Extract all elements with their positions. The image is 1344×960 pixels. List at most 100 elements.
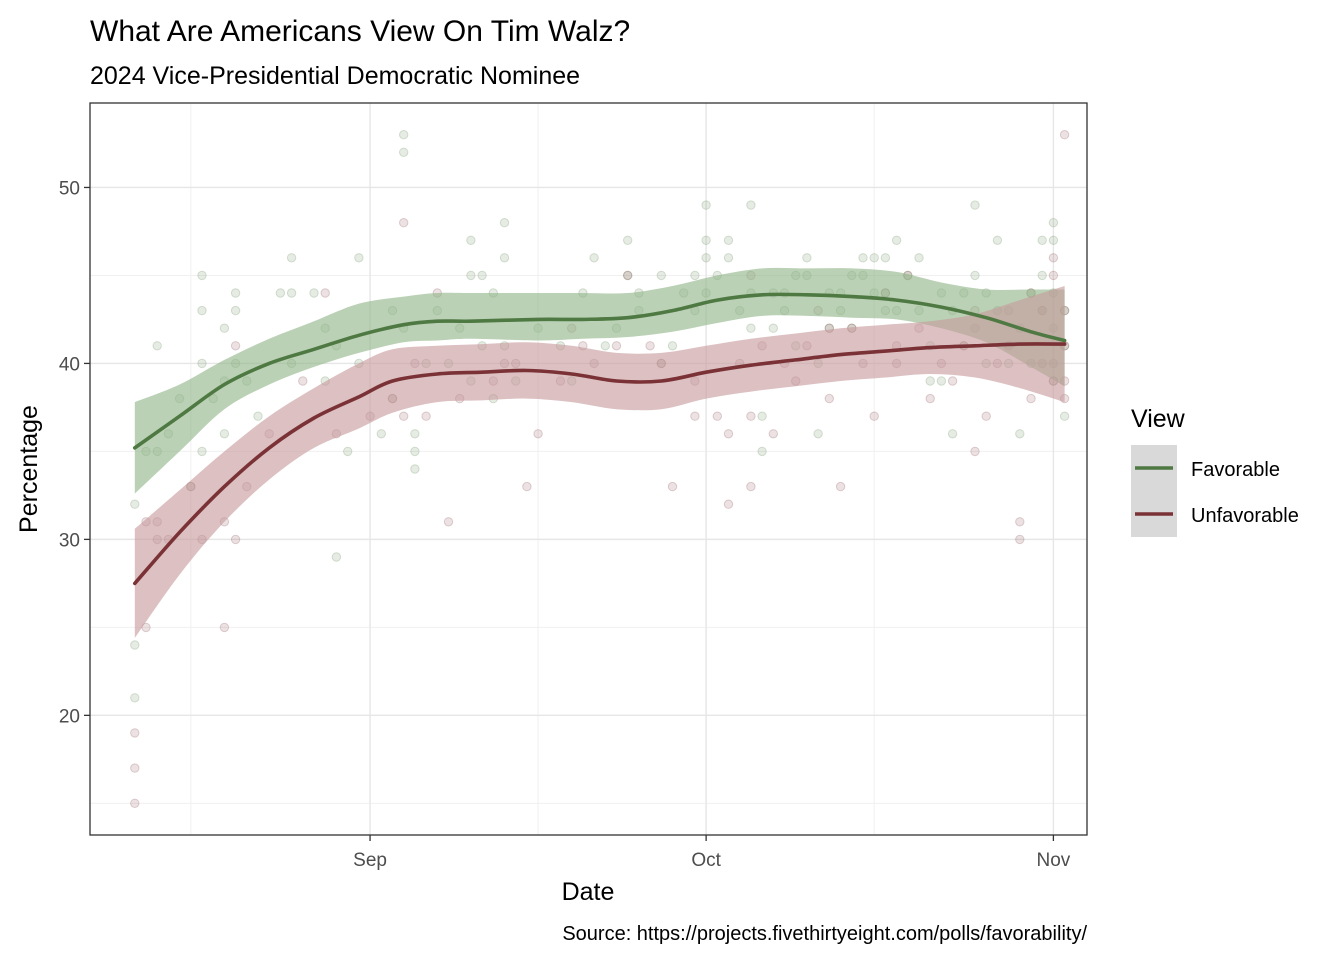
unfavorable-point-62 <box>869 411 879 421</box>
favorable-point-2 <box>130 693 140 703</box>
unfavorable-point-79 <box>1026 393 1036 404</box>
unfavorable-point-24 <box>421 411 431 421</box>
x-axis-ticks: Sep Oct Nov <box>353 835 1071 871</box>
favorable-point-49 <box>466 235 476 246</box>
favorable-point-10 <box>197 358 207 369</box>
favorable-point-34 <box>376 429 386 439</box>
favorable-point-25 <box>286 288 297 298</box>
unfavorable-point-13 <box>230 341 241 351</box>
unfavorable-point-2 <box>130 798 140 808</box>
favorable-point-80 <box>723 235 734 246</box>
favorable-point-14 <box>219 429 230 439</box>
y-tick-label-0: 20 <box>59 706 80 727</box>
favorable-point-111 <box>891 235 902 246</box>
unfavorable-point-91 <box>1059 130 1070 140</box>
unfavorable-point-21 <box>399 218 409 228</box>
favorable-point-76 <box>701 200 711 210</box>
unfavorable-point-77 <box>1015 517 1025 527</box>
favorable-point-55 <box>499 218 510 228</box>
favorable-point-147 <box>1059 411 1070 421</box>
legend-label-favorable: Favorable <box>1191 459 1280 481</box>
favorable-point-137 <box>1037 270 1047 281</box>
favorable-point-40 <box>410 429 420 439</box>
favorable-point-30 <box>331 552 342 562</box>
unfavorable-point-17 <box>320 288 330 298</box>
favorable-point-74 <box>690 270 700 281</box>
unfavorable-point-83 <box>1048 253 1059 263</box>
favorable-point-9 <box>197 446 207 457</box>
favorable-point-21 <box>253 411 263 421</box>
favorable-point-94 <box>802 253 812 263</box>
favorable-point-71 <box>667 341 678 351</box>
favorable-point-109 <box>880 253 891 263</box>
unfavorable-point-10 <box>219 622 230 633</box>
y-tick-label-2: 40 <box>59 354 80 375</box>
legend-title: View <box>1131 405 1186 433</box>
unfavorable-point-68 <box>925 393 935 404</box>
unfavorable-point-32 <box>533 429 543 439</box>
favorable-point-65 <box>623 270 633 281</box>
x-tick-label-2: Nov <box>1036 850 1070 871</box>
favorable-point-12 <box>197 270 207 281</box>
favorable-point-41 <box>410 446 420 457</box>
source-caption: Source: https://projects.fivethirtyeight… <box>562 923 1087 945</box>
favorable-point-17 <box>230 288 241 298</box>
unfavorable-point-26 <box>443 517 454 527</box>
favorable-point-31 <box>343 446 353 457</box>
favorable-point-83 <box>746 323 756 333</box>
favorable-point-88 <box>768 323 778 333</box>
unfavorable-point-38 <box>623 270 633 281</box>
favorable-point-121 <box>947 429 958 439</box>
favorable-point-24 <box>286 253 297 263</box>
confidence-bands <box>134 267 1065 638</box>
favorable-point-115 <box>914 253 924 263</box>
legend-label-unfavorable: Unfavorable <box>1191 505 1299 527</box>
unfavorable-point-49 <box>746 411 756 421</box>
favorable-point-48 <box>466 270 476 281</box>
favorable-point-11 <box>197 305 207 316</box>
y-tick-label-3: 50 <box>59 178 80 199</box>
grid-major <box>90 103 1087 835</box>
favorable-point-130 <box>992 235 1003 246</box>
favorable-point-22 <box>275 288 286 298</box>
favorable-point-42 <box>410 464 420 474</box>
favorable-point-97 <box>813 429 823 439</box>
favorable-point-1 <box>130 640 140 650</box>
favorable-point-81 <box>723 253 734 263</box>
unfavorable-point-52 <box>768 429 778 439</box>
favorable-point-125 <box>970 200 980 210</box>
favorable-point-77 <box>701 235 711 246</box>
favorable-point-54 <box>499 253 510 263</box>
unfavorable-point-39 <box>645 341 655 351</box>
unfavorable-point-12 <box>230 534 241 545</box>
unfavorable-point-16 <box>298 376 308 386</box>
unfavorable-point-44 <box>712 411 722 421</box>
unfavorable-point-74 <box>981 411 991 421</box>
favorable-point-16 <box>219 323 230 333</box>
unfavorable-point-42 <box>690 411 700 421</box>
plot-border <box>89 102 1088 836</box>
unfavorable-smooth-line <box>133 342 1067 586</box>
favorable-point-66 <box>623 235 633 246</box>
unfavorable-confidence-band <box>134 286 1065 638</box>
favorable-point-69 <box>656 270 666 281</box>
favorable-smooth-line <box>133 292 1067 450</box>
y-axis-title: Percentage <box>15 405 43 533</box>
favorable-point-117 <box>925 376 935 386</box>
unfavorable-point-45 <box>723 499 734 509</box>
unfavorable-point-31 <box>522 481 532 492</box>
favorable-point-19 <box>230 305 241 316</box>
favorable-point-37 <box>399 130 409 140</box>
favorable-point-119 <box>936 376 947 386</box>
favorable-point-85 <box>746 200 756 210</box>
favorable-point-142 <box>1048 218 1059 228</box>
favorable-point-104 <box>858 253 868 263</box>
unfavorable-point-46 <box>723 429 734 439</box>
favorable-point-26 <box>309 288 319 298</box>
favorable-point-0 <box>130 499 140 509</box>
favorable-point-143 <box>1048 235 1059 246</box>
unfavorable-point-59 <box>835 481 846 492</box>
x-axis-title: Date <box>562 878 615 906</box>
unfavorable-point-85 <box>1048 270 1059 281</box>
